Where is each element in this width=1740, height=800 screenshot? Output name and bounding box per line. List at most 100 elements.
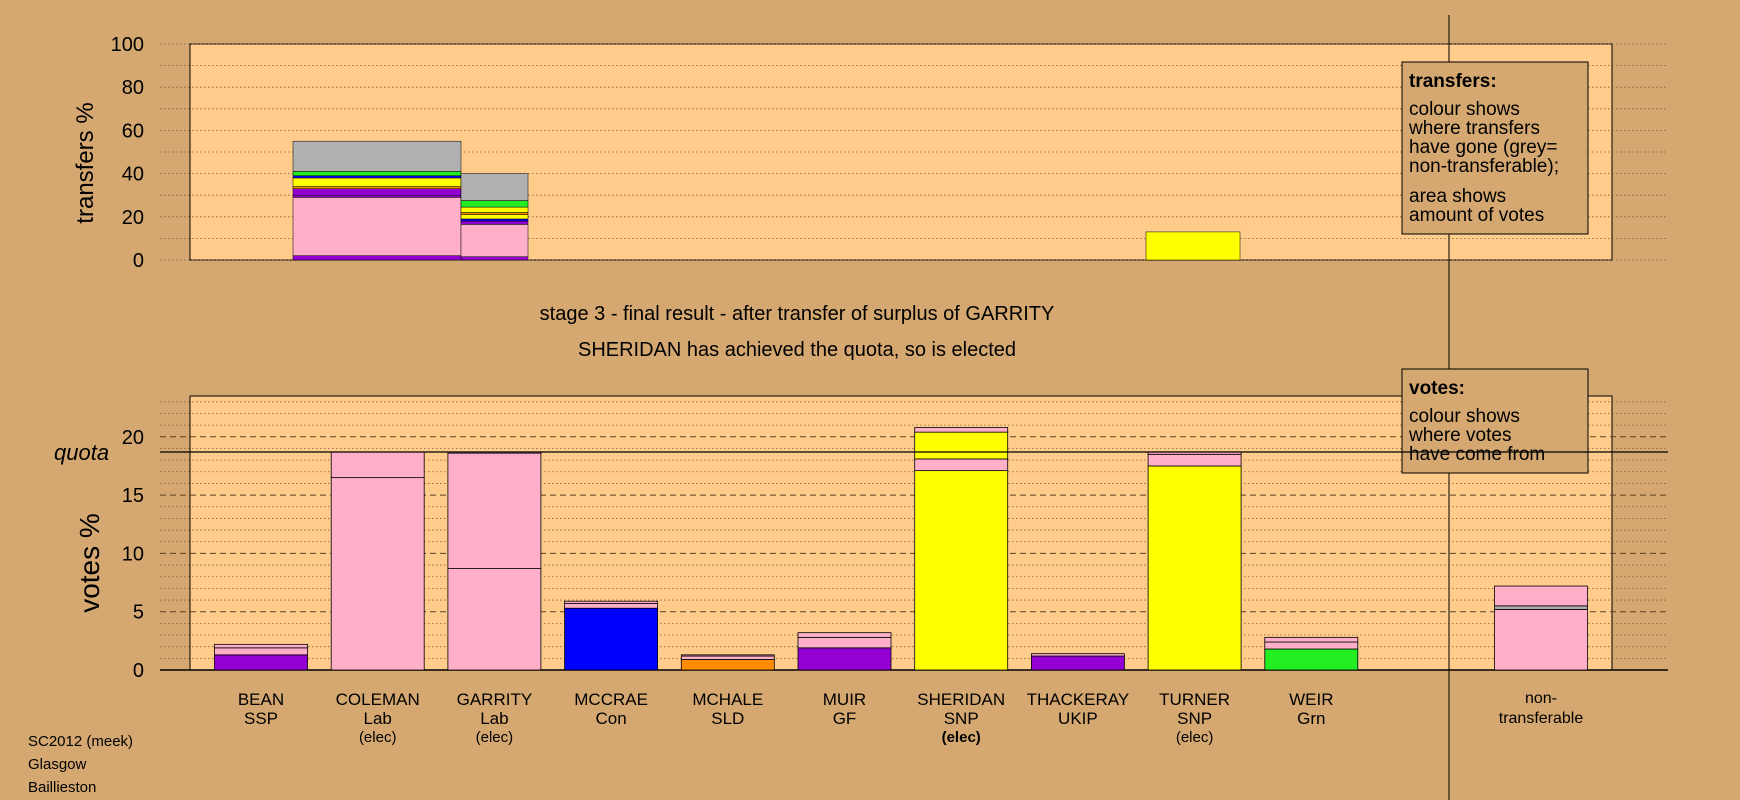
votes-plot-area [189, 395, 1613, 671]
transfers-legend-line: where transfers [1408, 118, 1540, 139]
transfer-segment [292, 171, 462, 177]
vote-segment [1494, 608, 1588, 671]
vote-segment [447, 452, 542, 569]
votes-legend-line: where votes [1408, 425, 1511, 446]
quota-label: quota [54, 440, 109, 465]
candidate-status: (elec) [942, 729, 981, 746]
vote-segment [1494, 585, 1588, 607]
candidate-party: Con [596, 709, 627, 728]
transfers-legend-title: transfers: [1409, 71, 1497, 92]
candidate-name: WEIR [1289, 690, 1333, 709]
votes-legend-title: votes: [1409, 378, 1465, 399]
votes-y-tick-label: 0 [133, 660, 144, 682]
transfers-y-tick-label: 100 [111, 34, 144, 56]
transfer-segment [292, 188, 462, 196]
vote-segment [564, 607, 658, 671]
transfers-legend-line: non-transferable); [1409, 156, 1559, 177]
transfer-segment [292, 194, 462, 198]
transfer-segment [292, 177, 462, 187]
candidate-party: SSP [244, 709, 278, 728]
vote-segment [447, 568, 542, 671]
vote-segment [214, 654, 308, 671]
vote-segment [680, 659, 775, 671]
stage-subtitle: SHERIDAN has achieved the quota, so is e… [578, 339, 1016, 361]
transfer-segment [292, 255, 462, 261]
vote-segment [330, 451, 425, 479]
transfers-y-tick-label: 20 [122, 207, 144, 229]
vote-segment [1264, 641, 1359, 650]
vote-segment [914, 458, 1009, 472]
candidate-party: SNP [944, 709, 979, 728]
vote-segment [564, 600, 658, 604]
candidate-party: UKIP [1058, 709, 1098, 728]
votes-y-axis-label: votes % [74, 513, 105, 613]
vote-segment [1264, 636, 1359, 643]
transfers-bars [292, 140, 1241, 261]
votes-legend: votes: colour shows where votes have com… [1401, 368, 1589, 474]
vote-segment [914, 427, 1009, 433]
votes-y-tick-label: 10 [122, 543, 144, 565]
vote-segment [564, 603, 658, 609]
transfers-legend-line: have gone (grey= [1409, 137, 1557, 158]
transfers-y-tick-label: 0 [133, 250, 144, 272]
nontransferable-label: non- [1525, 690, 1557, 707]
vote-segment [330, 477, 425, 671]
transfer-segment [460, 224, 529, 258]
transfer-segment [460, 256, 529, 261]
transfer-segment [292, 175, 462, 179]
vote-segment [1031, 655, 1125, 671]
vote-segment [680, 654, 775, 657]
candidate-party: SNP [1177, 709, 1212, 728]
candidate-party: GF [833, 709, 857, 728]
candidate-party: Grn [1297, 709, 1325, 728]
vote-segment [1264, 648, 1359, 671]
transfer-segment [292, 197, 462, 256]
candidate-name: MCCRAE [574, 690, 648, 709]
transfer-segment [292, 140, 462, 172]
vote-segment [680, 655, 775, 660]
candidate-name: MCHALE [692, 690, 763, 709]
transfer-segment [460, 206, 529, 213]
candidate-status: (elec) [476, 729, 514, 746]
candidate-name: COLEMAN [336, 690, 420, 709]
candidate-name: GARRITY [457, 690, 533, 709]
candidate-status: (elec) [1176, 729, 1214, 746]
vote-segment [1147, 453, 1242, 467]
vote-segment [214, 643, 308, 649]
candidate-name: TURNER [1159, 690, 1230, 709]
transfer-segment [460, 200, 529, 208]
vote-segment [1031, 653, 1125, 657]
candidate-party: Lab [364, 709, 392, 728]
votes-legend-line: have come from [1409, 444, 1545, 465]
votes-legend-line: colour shows [1409, 406, 1520, 427]
votes-bars [214, 427, 1588, 671]
candidate-name: SHERIDAN [917, 690, 1005, 709]
transfers-y-tick-label: 40 [122, 164, 144, 186]
candidate-party: SLD [711, 709, 744, 728]
stage-title: stage 3 - final result - after transfer … [540, 303, 1055, 325]
transfer-segment [1145, 231, 1241, 261]
vote-segment [214, 647, 308, 656]
transfers-legend-line: colour shows [1409, 99, 1520, 120]
vote-segment [1494, 605, 1588, 610]
transfer-segment [460, 214, 529, 220]
vote-segment [914, 431, 1009, 460]
candidate-party: Lab [480, 709, 508, 728]
transfers-y-tick-label: 80 [122, 77, 144, 99]
transfer-segment [460, 220, 529, 225]
votes-y-tick-label: 5 [133, 602, 144, 624]
footer-line: Baillieston [28, 779, 96, 796]
vote-segment [914, 470, 1009, 671]
candidate-name: THACKERAY [1027, 690, 1130, 709]
transfers-y-tick-label: 60 [122, 120, 144, 142]
votes-y-tick-label: 15 [122, 485, 144, 507]
candidate-status: (elec) [359, 729, 397, 746]
votes-grid [160, 395, 1668, 671]
footer-line: Glasgow [28, 756, 87, 773]
vote-segment [797, 636, 892, 649]
transfers-legend-line: amount of votes [1409, 205, 1544, 226]
transfer-segment [460, 212, 529, 215]
candidate-name: BEAN [238, 690, 284, 709]
transfers-y-axis-label: transfers % [72, 102, 99, 223]
